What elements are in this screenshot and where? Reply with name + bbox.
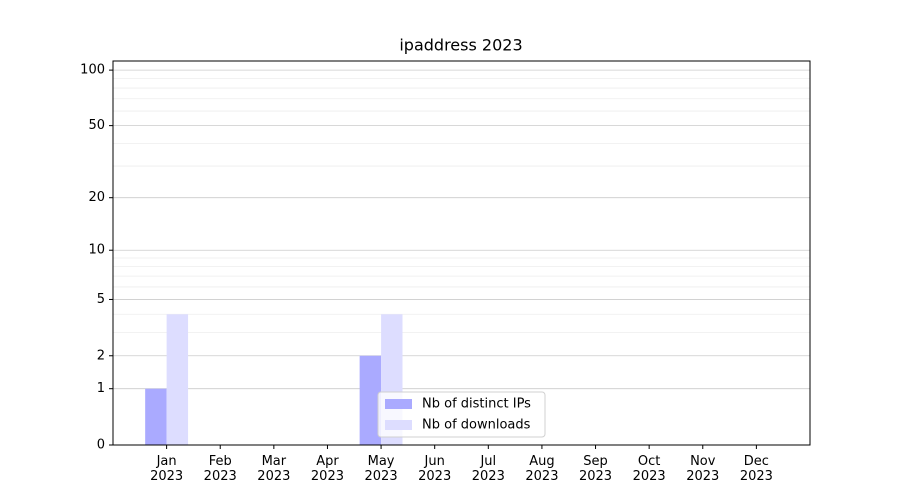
y-tick-label: 2	[97, 348, 105, 363]
x-tick-label: Oct 2023	[632, 454, 666, 484]
x-tick-label: Aug 2023	[525, 454, 559, 484]
plot-frame	[112, 60, 811, 446]
legend: Nb of distinct IPs Nb of downloads	[377, 391, 546, 438]
legend-swatch	[385, 399, 412, 409]
y-tick-label: 1	[97, 381, 105, 396]
y-tick-label: 100	[80, 63, 105, 78]
y-tick-label: 20	[88, 190, 105, 205]
bar	[166, 314, 189, 445]
y-tick-label: 0	[97, 438, 105, 453]
x-tick-label: Apr 2023	[310, 454, 344, 484]
x-tick-label: Feb 2023	[203, 454, 237, 484]
y-tick-label: 5	[97, 292, 105, 307]
x-tick-label: Jun 2023	[418, 454, 452, 484]
legend-label: Nb of downloads	[422, 418, 531, 433]
x-tick-label: Jul 2023	[471, 454, 505, 484]
bar	[359, 355, 382, 445]
x-tick-label: May 2023	[364, 454, 398, 484]
legend-box	[377, 391, 546, 438]
y-tick-label: 50	[88, 118, 105, 133]
legend-label: Nb of distinct IPs	[422, 397, 531, 412]
x-tick-label: Dec 2023	[739, 454, 773, 484]
bar	[145, 388, 167, 445]
x-tick-label: Nov 2023	[686, 454, 720, 484]
x-tick-label: Jan 2023	[150, 454, 184, 484]
x-tick-label: Sep 2023	[578, 454, 613, 484]
legend-swatch	[385, 420, 412, 430]
chart-title: ipaddress 2023	[399, 36, 522, 55]
x-tick-label: Mar 2023	[257, 454, 291, 484]
y-tick-label: 10	[88, 243, 105, 258]
